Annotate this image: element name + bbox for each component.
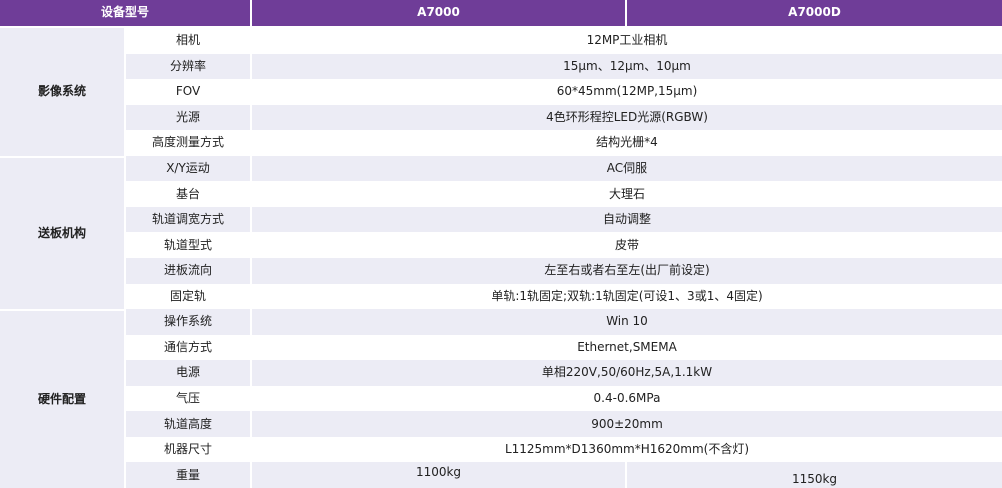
row-label: 基台 [126,181,250,207]
row-label: 轨道调宽方式 [126,206,250,233]
row-label: 机器尺寸 [126,436,250,463]
row-value: 自动调整 [252,206,1002,233]
row-label: 通信方式 [126,334,250,361]
row-label: 进板流向 [126,257,250,284]
row-value: 皮带 [252,232,1002,258]
row-value: 4色环形程控LED光源(RGBW) [252,104,1002,131]
row-label: 高度测量方式 [126,130,250,156]
row-value: 单相220V,50/60Hz,5A,1.1kW [252,360,1002,386]
row-value: AC伺服 [252,155,1002,182]
row-value: Win 10 [252,309,1002,335]
row-value: 900±20mm [252,411,1002,437]
group-cell: 送板机构 [0,155,124,310]
row-label: X/Y运动 [126,155,250,182]
group-cell: 影像系统 [0,28,124,156]
row-value: 左至右或者右至左(出厂前设定) [252,257,1002,284]
row-label: 固定轨 [126,283,250,310]
row-label: FOV [126,79,250,105]
row-value: 0.4-0.6MPa [252,385,1002,412]
row-value-a7000: 1100kg [252,462,625,488]
header-model-a7000: A7000 [252,0,625,26]
row-value: L1125mm*D1360mm*H1620mm(不含灯) [252,436,1002,463]
row-label: 气压 [126,385,250,412]
row-label: 重量 [126,462,250,488]
row-label: 操作系统 [126,309,250,335]
header-model-a7000d: A7000D [627,0,1002,26]
row-value: 15μm、12μm、10μm [252,53,1002,80]
row-value: Ethernet,SMEMA [252,334,1002,361]
row-label: 光源 [126,104,250,131]
header-device-model: 设备型号 [0,0,250,26]
group-cell: 硬件配置 [0,309,124,488]
row-label: 轨道高度 [126,411,250,437]
row-value-a7000d: 1150kg [627,462,1002,488]
row-label: 相机 [126,28,250,54]
row-label: 轨道型式 [126,232,250,258]
row-value: 60*45mm(12MP,15μm) [252,79,1002,105]
row-value: 12MP工业相机 [252,28,1002,54]
row-value: 大理石 [252,181,1002,207]
row-value: 单轨:1轨固定;双轨:1轨固定(可设1、3或1、4固定) [252,283,1002,310]
row-label: 分辨率 [126,53,250,80]
row-value: 结构光栅*4 [252,130,1002,156]
row-label: 电源 [126,360,250,386]
